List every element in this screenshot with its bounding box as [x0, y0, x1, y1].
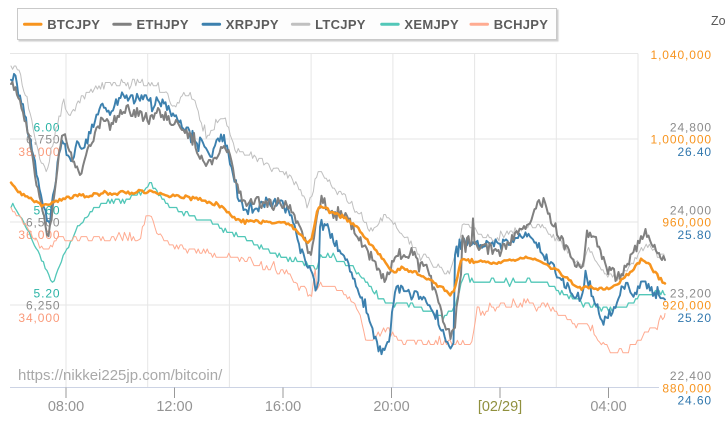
svg-text:1,000,000: 1,000,000	[651, 133, 713, 147]
svg-text:ETHJPY: ETHJPY	[137, 17, 189, 32]
svg-text:25.80: 25.80	[677, 228, 712, 242]
svg-text:08:00: 08:00	[48, 399, 84, 415]
svg-text:24,800: 24,800	[670, 120, 712, 134]
svg-text:920,000: 920,000	[662, 299, 712, 313]
svg-text:5.20: 5.20	[34, 286, 61, 300]
svg-text:880,000: 880,000	[662, 381, 712, 395]
svg-text:25.20: 25.20	[677, 311, 712, 325]
svg-text:XRPJPY: XRPJPY	[226, 17, 279, 32]
svg-text:6.00: 6.00	[34, 120, 61, 134]
svg-text:34,000: 34,000	[18, 311, 60, 325]
svg-text:24,000: 24,000	[670, 203, 712, 217]
svg-text:Zoom: Zoom	[711, 14, 726, 28]
svg-text:[02/29]: [02/29]	[478, 399, 522, 415]
svg-text:24.60: 24.60	[677, 394, 712, 408]
svg-text:26.40: 26.40	[677, 145, 712, 159]
svg-text:960,000: 960,000	[662, 216, 712, 230]
svg-text:1,040,000: 1,040,000	[651, 48, 713, 62]
svg-text:12:00: 12:00	[156, 399, 192, 415]
svg-text:BCHJPY: BCHJPY	[494, 17, 549, 32]
svg-text:23,200: 23,200	[670, 286, 712, 300]
svg-text:XEMJPY: XEMJPY	[404, 17, 459, 32]
svg-text:16:00: 16:00	[265, 399, 301, 415]
svg-text:04:00: 04:00	[590, 399, 626, 415]
svg-text:LTCJPY: LTCJPY	[315, 17, 366, 32]
svg-text:https://nikkei225jp.com/bitcoi: https://nikkei225jp.com/bitcoin/	[18, 367, 223, 384]
svg-text:20:00: 20:00	[373, 399, 409, 415]
svg-text:BTCJPY: BTCJPY	[47, 17, 100, 32]
svg-text:22,400: 22,400	[670, 369, 712, 383]
svg-text:6,250: 6,250	[26, 299, 61, 313]
